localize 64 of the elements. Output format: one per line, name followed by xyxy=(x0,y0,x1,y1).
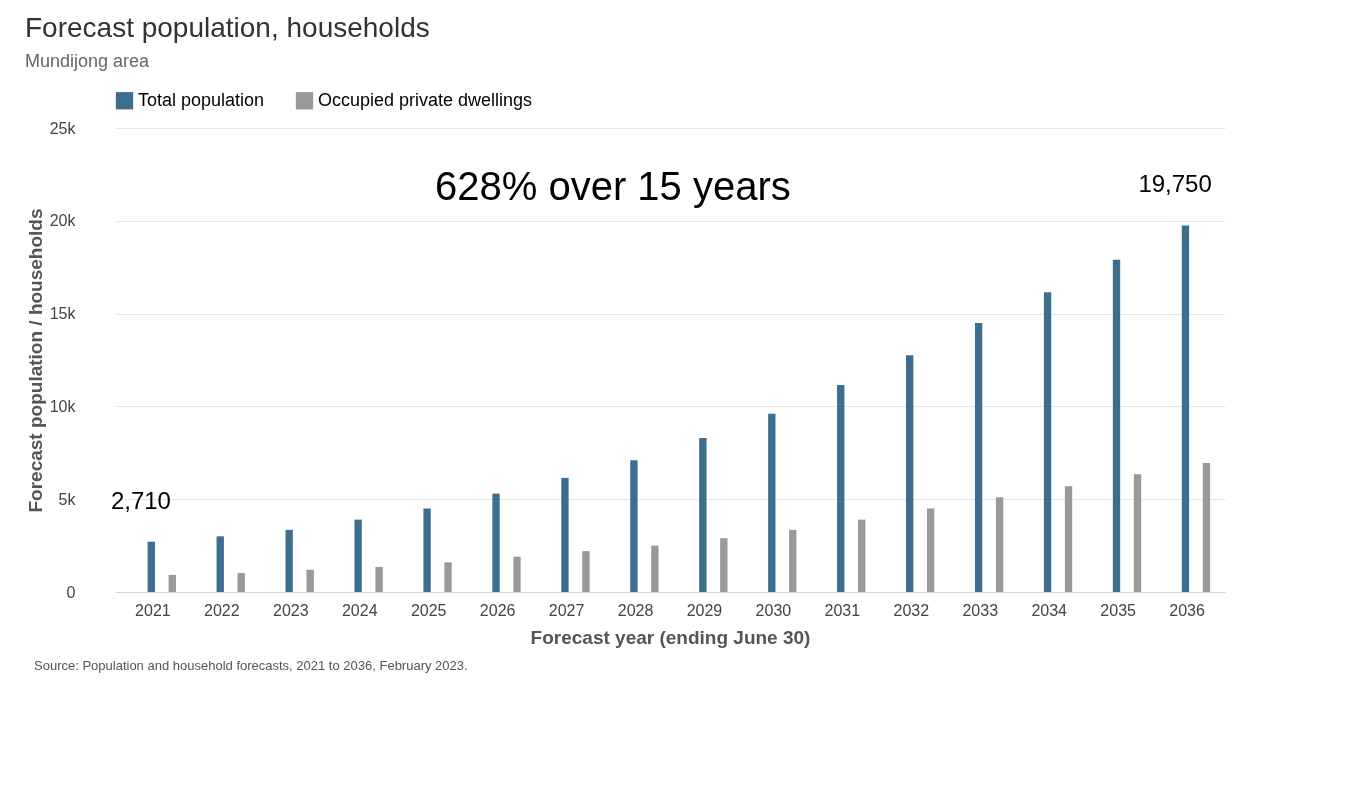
bar xyxy=(492,493,500,592)
bar xyxy=(561,477,569,592)
bar xyxy=(375,566,383,592)
x-tick-label: 2035 xyxy=(1100,601,1137,619)
x-tick-label: 2036 xyxy=(1169,601,1205,619)
bar xyxy=(285,529,293,592)
bar xyxy=(995,497,1004,592)
y-tick-label: 15k xyxy=(49,305,77,323)
x-tick-label: 2030 xyxy=(755,601,792,619)
x-tick-label: 2024 xyxy=(341,601,378,619)
x-tick-label: 2021 xyxy=(135,601,171,619)
bar xyxy=(423,508,431,592)
bar xyxy=(906,355,914,592)
y-axis-title: Forecast population / households xyxy=(24,208,46,513)
bar xyxy=(582,551,590,592)
bar xyxy=(858,519,866,592)
bar xyxy=(306,569,314,592)
x-tick-label: 2031 xyxy=(824,601,861,619)
bar xyxy=(720,538,728,592)
legend-label: Occupied private dwellings xyxy=(318,89,533,110)
y-tick-label: 10k xyxy=(49,397,77,415)
x-tick-label: 2023 xyxy=(273,601,309,619)
x-tick-label: 2029 xyxy=(686,601,723,619)
bar xyxy=(1133,474,1142,592)
y-tick-label: 20k xyxy=(49,212,77,230)
x-tick-label: 2027 xyxy=(548,601,585,619)
bar xyxy=(1181,225,1190,592)
bar xyxy=(789,529,797,592)
x-tick-label: 2028 xyxy=(617,601,654,619)
bar xyxy=(168,574,176,592)
x-tick-label: 2033 xyxy=(962,601,999,619)
annotation: 628% over 15 years xyxy=(435,164,791,208)
bar xyxy=(699,437,707,592)
chart-title: Forecast population, households xyxy=(25,12,430,43)
x-axis-title: Forecast year (ending June 30) xyxy=(530,626,811,648)
bar xyxy=(1043,292,1052,592)
bar xyxy=(837,385,845,592)
x-tick-label: 2025 xyxy=(410,601,447,619)
x-tick-label: 2026 xyxy=(479,601,516,619)
x-tick-label: 2022 xyxy=(204,601,240,619)
y-tick-label: 0 xyxy=(66,583,76,601)
bar xyxy=(926,508,935,592)
bar xyxy=(513,556,521,592)
annotation: 2,710 xyxy=(110,486,171,514)
source-note: Source: Population and household forecasts, 2021 to 2036, February 2023. xyxy=(34,658,469,673)
bar xyxy=(1112,259,1121,592)
bar xyxy=(1202,463,1211,592)
bar xyxy=(147,541,155,592)
bar xyxy=(768,413,776,592)
chart-subtitle: Mundijong area xyxy=(25,51,151,71)
bar xyxy=(216,536,224,592)
bar xyxy=(651,545,659,592)
legend-label: Total population xyxy=(138,89,265,110)
bar xyxy=(237,573,245,592)
bar xyxy=(630,460,638,592)
bar xyxy=(354,519,362,592)
bar xyxy=(444,562,452,592)
y-tick-label: 5k xyxy=(58,490,77,508)
y-tick-label: 25k xyxy=(49,119,77,137)
bar xyxy=(1064,486,1073,592)
annotation: 19,750 xyxy=(1138,170,1212,198)
bar xyxy=(974,322,983,592)
x-tick-label: 2032 xyxy=(893,601,930,619)
x-tick-label: 2034 xyxy=(1031,601,1068,619)
